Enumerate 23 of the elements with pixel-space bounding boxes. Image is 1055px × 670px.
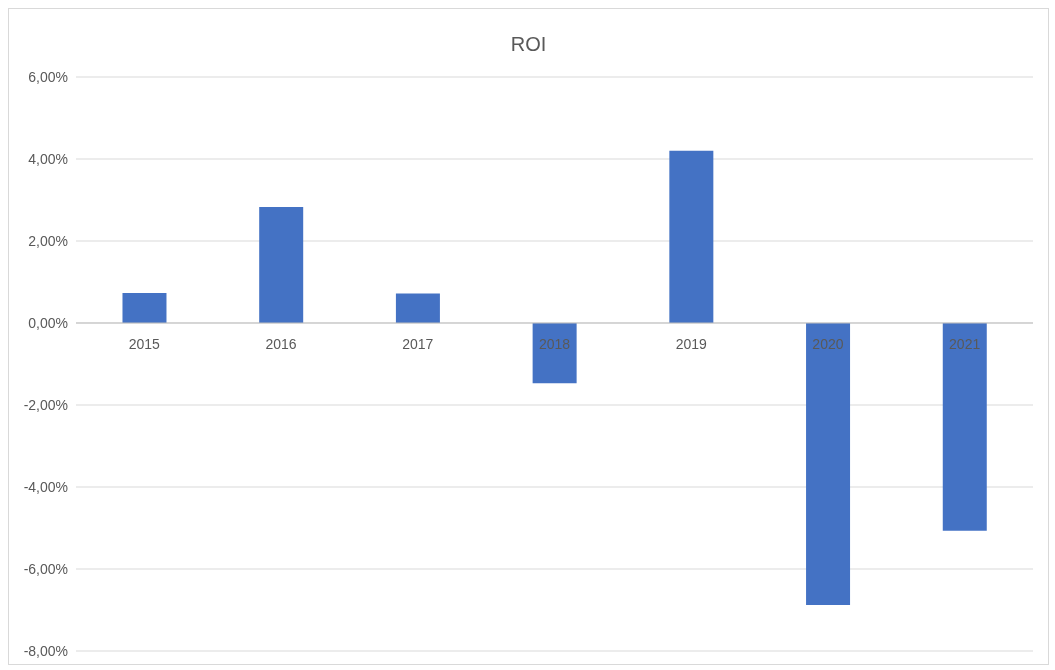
x-tick-label: 2020 (812, 336, 844, 352)
x-tick-label: 2018 (538, 336, 571, 352)
y-tick-label: -8,00% (23, 642, 68, 659)
bar (669, 150, 714, 323)
y-tick-label: 6,00% (28, 68, 68, 85)
y-tick-label: 0,00% (28, 314, 68, 331)
bar (942, 323, 987, 531)
x-tick-label: 2016 (265, 336, 297, 352)
y-tick-label: -2,00% (23, 396, 68, 413)
bar (806, 323, 851, 606)
y-tick-label: 2,00% (28, 232, 68, 249)
y-tick-label: -6,00% (23, 560, 68, 577)
chart-title: ROI (509, 33, 548, 56)
x-tick-label: 2015 (128, 336, 161, 352)
bar (532, 323, 577, 384)
x-tick-label: 2021 (949, 336, 981, 352)
x-tick-label: 2017 (402, 336, 434, 352)
bar (259, 206, 304, 323)
y-tick-label: 4,00% (28, 150, 68, 167)
bar (395, 293, 440, 323)
x-tick-label: 2019 (675, 336, 707, 352)
y-tick-label: -4,00% (23, 478, 68, 495)
bar (122, 293, 167, 323)
